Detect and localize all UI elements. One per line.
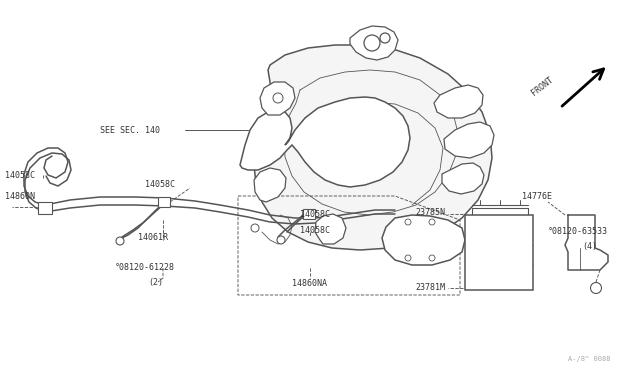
- Polygon shape: [240, 97, 410, 187]
- Circle shape: [429, 219, 435, 225]
- Text: 14860NA: 14860NA: [292, 279, 327, 289]
- Polygon shape: [434, 85, 483, 118]
- Circle shape: [364, 35, 380, 51]
- Bar: [158, 197, 170, 207]
- Bar: [465, 215, 533, 290]
- Text: 14058C: 14058C: [145, 180, 175, 189]
- Polygon shape: [444, 122, 494, 158]
- Text: °08120-63533: °08120-63533: [548, 227, 608, 235]
- Polygon shape: [442, 163, 484, 194]
- Polygon shape: [315, 214, 346, 244]
- Text: 14058C: 14058C: [5, 170, 35, 180]
- Polygon shape: [254, 45, 492, 250]
- Text: 14058C: 14058C: [300, 225, 330, 234]
- Text: °08120-61228: °08120-61228: [115, 263, 175, 273]
- Text: 23781M: 23781M: [415, 283, 445, 292]
- Text: 14058C: 14058C: [300, 209, 330, 218]
- Circle shape: [380, 33, 390, 43]
- Polygon shape: [260, 82, 295, 115]
- Text: SEE SEC. 140: SEE SEC. 140: [100, 125, 160, 135]
- Text: (2): (2): [148, 279, 163, 288]
- Circle shape: [429, 255, 435, 261]
- Text: (4): (4): [582, 241, 597, 250]
- Circle shape: [591, 282, 602, 294]
- Text: FRONT: FRONT: [530, 75, 556, 97]
- Circle shape: [405, 255, 411, 261]
- Bar: [303, 209, 315, 219]
- Polygon shape: [254, 168, 286, 202]
- Circle shape: [277, 236, 285, 244]
- Circle shape: [405, 219, 411, 225]
- Text: 14860N: 14860N: [5, 192, 35, 201]
- Text: A-/8^ 0088: A-/8^ 0088: [568, 356, 610, 362]
- Text: 23785N: 23785N: [415, 208, 445, 217]
- Polygon shape: [382, 215, 465, 265]
- Bar: [38, 202, 52, 214]
- Circle shape: [116, 237, 124, 245]
- Circle shape: [273, 93, 283, 103]
- Circle shape: [251, 224, 259, 232]
- Text: 14061R: 14061R: [138, 232, 168, 241]
- Text: 14776E: 14776E: [522, 192, 552, 201]
- Polygon shape: [350, 26, 398, 60]
